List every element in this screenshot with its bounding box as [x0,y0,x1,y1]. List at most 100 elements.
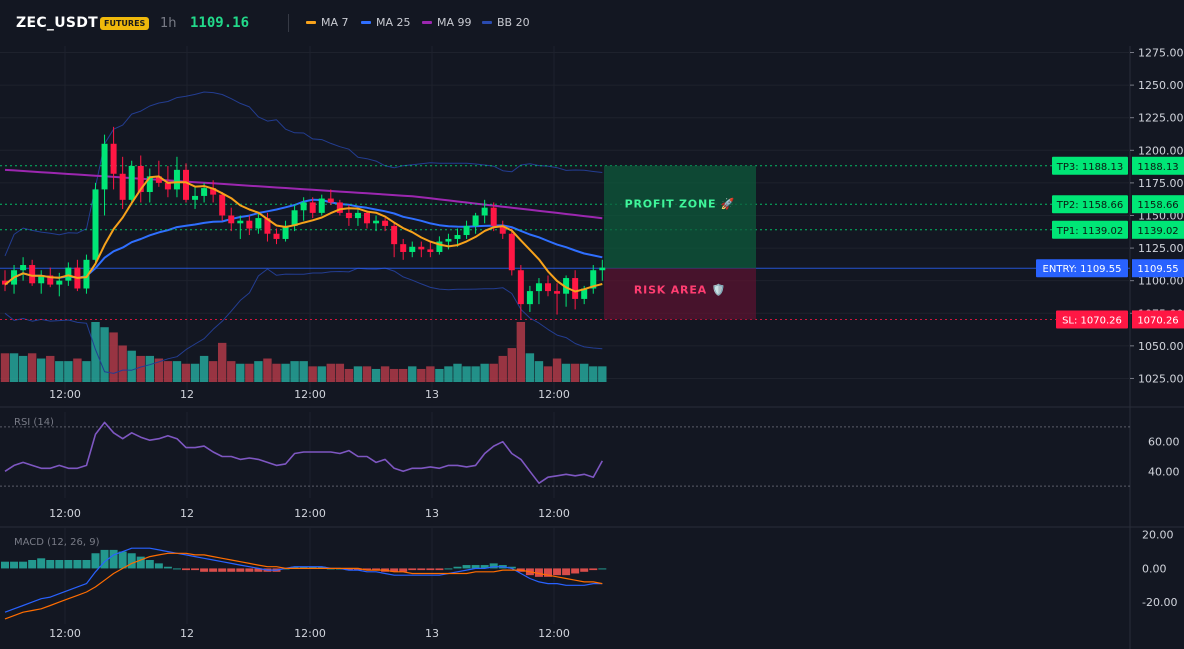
candle-body [436,241,443,252]
candle-body [155,176,162,183]
price-axis-label: 1050.00 [1138,340,1184,353]
legend-bb20[interactable]: BB 20 [482,16,530,29]
volume-bar [136,355,145,382]
candle-body [282,225,289,239]
sl-tag [1056,310,1128,329]
tp2-tag [1052,195,1128,214]
macd-histogram-bar [462,565,471,569]
volume-bar [589,366,598,382]
volume-bar [489,363,498,382]
legend-ma7[interactable]: MA 7 [306,16,349,29]
timeframe-label[interactable]: 1h [160,16,177,31]
tp1-tag-label: TP1: 1139.02 [1056,226,1123,237]
macd-histogram-bar [200,568,209,572]
volume-bar [199,355,209,382]
volume-bar [37,358,46,382]
macd-histogram-bar [209,568,218,572]
volume-bar [227,361,236,382]
price-axis-label: 1025.00 [1138,372,1184,385]
macd-histogram-bar [363,568,371,571]
candle-body [400,244,407,252]
candle-body [427,249,434,252]
legend-ma25[interactable]: MA 25 [361,16,411,29]
volume-bar [507,348,516,382]
macd-histogram-bar [118,551,127,569]
macd-axis-label: -20.00 [1142,596,1177,609]
candle-body [183,169,189,200]
candle-body [563,278,570,294]
macd-histogram-bar [571,568,580,574]
macd-histogram-bar [444,568,453,570]
tp3-tag-label: TP3: 1188.13 [1056,162,1123,173]
tp1-tag [1052,220,1128,239]
macd-histogram-bar [308,566,317,569]
candle-body [101,143,108,190]
macd-histogram-bar [82,560,91,569]
time-axis-label: 12:00 [538,507,570,520]
candle-body [318,198,325,213]
volume-bar [335,363,345,382]
macd-histogram-bar [145,560,154,569]
macd-histogram-bar [37,558,46,569]
legend-ma99[interactable]: MA 99 [422,16,472,29]
candle-body [445,238,452,242]
symbol-name[interactable]: ZEC_USDT [16,15,99,31]
macd-histogram-bar [73,560,82,569]
macd-histogram-bar [109,549,118,569]
sl-axis-tag [1132,310,1184,329]
candle-body [47,275,54,285]
macd-histogram-bar [236,568,245,572]
volume-bar [344,368,354,382]
tp1-axis-label: 1139.02 [1137,226,1178,237]
candle-body [228,215,235,224]
tp2-tag-label: TP2: 1158.66 [1056,200,1123,211]
legend-ma7-label: MA 7 [321,16,349,29]
volume-bar [417,368,426,382]
macd-line [4,547,603,613]
macd-histogram-bar [227,568,236,572]
candle-body [83,259,90,289]
macd-histogram-bar [589,568,598,571]
volume-bar [353,366,363,382]
macd-histogram-bar [91,553,100,569]
price-axis-label: 1225.00 [1138,112,1184,125]
macd-histogram-bar [1,561,9,569]
candle-body [201,188,208,196]
tp1-axis-tag [1132,220,1184,239]
time-axis-label: 12 [180,627,194,640]
candle-body [119,173,126,200]
candle-body [590,270,597,289]
volume-bar [145,355,154,382]
candle-body [517,270,524,305]
legend-ma99-label: MA 99 [437,16,472,29]
legend-bb20-label: BB 20 [497,16,530,29]
volume-bar [290,361,299,382]
time-axis-label: 12:00 [49,627,81,640]
macd-histogram-bar [580,568,589,572]
candle-body [173,169,180,190]
candle-body [291,210,298,226]
volume-bar [18,355,28,382]
risk-zone [604,268,756,320]
volume-bar [426,366,435,382]
time-axis-label: 12:00 [538,627,570,640]
risk-zone-label: RISK AREA 🛡️ [634,284,726,297]
volume-bar [64,361,73,382]
candle-body [146,176,153,193]
macd-histogram-bar [390,568,399,572]
macd-pane-label: MACD (12, 26, 9) [14,537,100,548]
candle-body [508,233,515,271]
volume-bar [308,366,317,382]
macd-histogram-bar [544,568,552,577]
candle-body [572,278,579,299]
macd-histogram-bar [46,560,55,569]
bb-lower-line [4,267,603,374]
volume-bar [435,368,444,382]
macd-histogram-bar [353,568,362,571]
macd-histogram-bar [534,568,543,577]
macd-histogram-bar [163,566,172,569]
volume-bar [543,366,553,382]
macd-histogram-bar [218,568,227,572]
candle-body [56,280,63,285]
